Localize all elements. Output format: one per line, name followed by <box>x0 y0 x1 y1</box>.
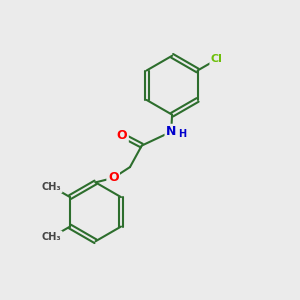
Text: CH₃: CH₃ <box>42 182 62 192</box>
Text: Cl: Cl <box>211 55 223 64</box>
Text: O: O <box>108 172 119 184</box>
Text: H: H <box>178 129 187 139</box>
Text: N: N <box>166 125 176 138</box>
Text: O: O <box>117 129 127 142</box>
Text: CH₃: CH₃ <box>42 232 62 242</box>
